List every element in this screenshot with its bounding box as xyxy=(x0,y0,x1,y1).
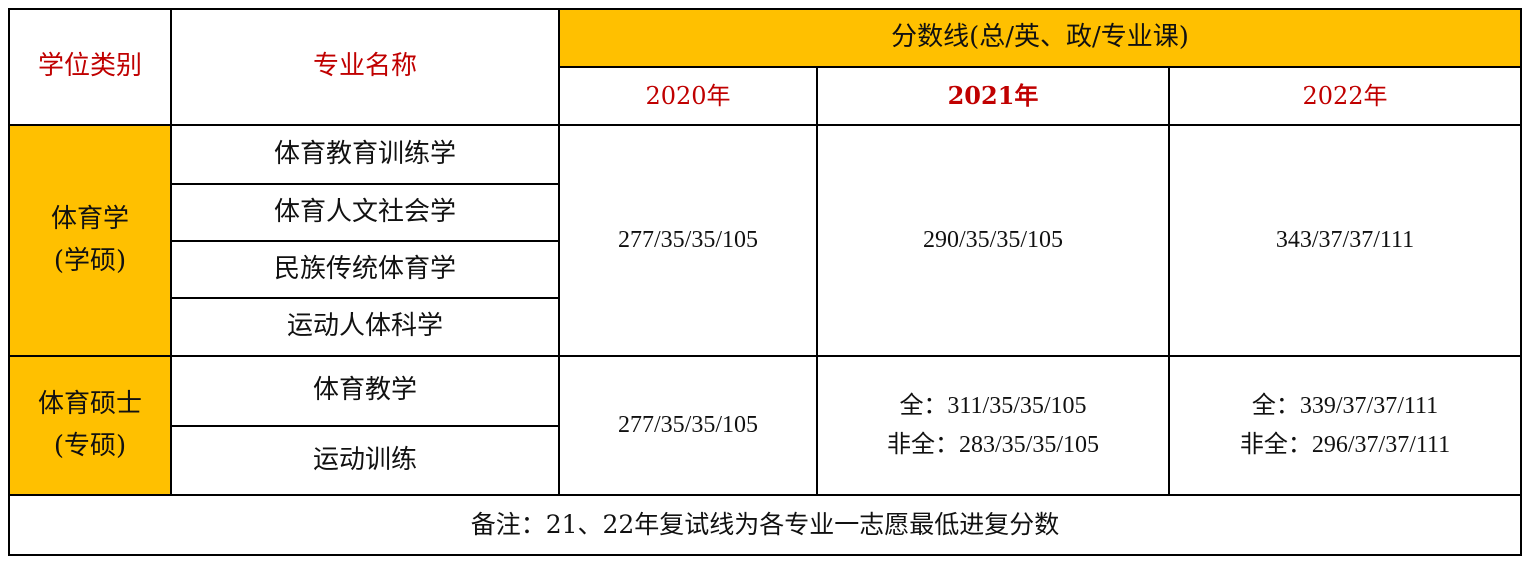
major-cell: 体育教学 xyxy=(170,355,560,427)
degree-cell: 体育学 (学硕) xyxy=(8,124,172,357)
note-row: 备注：21、22年复试线为各专业一志愿最低进复分数 xyxy=(8,494,1522,556)
major-cell: 体育人文社会学 xyxy=(170,183,560,242)
header-year-2022: 2022年 xyxy=(1168,66,1522,126)
major-cell: 体育教育训练学 xyxy=(170,124,560,185)
score-parttime: 非全：283/35/35/105 xyxy=(886,431,1099,458)
degree-label: 体育学 xyxy=(50,203,129,234)
degree-sub-label: (学硕) xyxy=(53,245,127,276)
score-cell-2022: 全：339/37/37/111 非全：296/37/37/111 xyxy=(1168,355,1522,496)
header-year-2021: 2021年 xyxy=(816,66,1170,126)
major-cell: 民族传统体育学 xyxy=(170,240,560,299)
score-table: 学位类别 专业名称 分数线(总/英、政/专业课) 2020年 2021年 202… xyxy=(8,8,1522,556)
degree-label: 体育硕士 xyxy=(37,388,142,419)
header-degree-type: 学位类别 xyxy=(8,8,172,126)
score-cell-2022: 343/37/37/111 xyxy=(1168,124,1522,357)
header-year-2020: 2020年 xyxy=(558,66,818,126)
score-fulltime: 全：311/35/35/105 xyxy=(899,393,1087,420)
degree-cell: 体育硕士 (专硕) xyxy=(8,355,172,496)
major-cell: 运动人体科学 xyxy=(170,297,560,357)
score-cell-2021: 290/35/35/105 xyxy=(816,124,1170,357)
header-major-name: 专业名称 xyxy=(170,8,560,126)
score-cell-2020: 277/35/35/105 xyxy=(558,124,818,357)
score-cell-2020: 277/35/35/105 xyxy=(558,355,818,496)
score-cell-2021: 全：311/35/35/105 非全：283/35/35/105 xyxy=(816,355,1170,496)
header-score-line: 分数线(总/英、政/专业课) xyxy=(558,8,1522,68)
score-fulltime: 全：339/37/37/111 xyxy=(1251,393,1439,420)
score-parttime: 非全：296/37/37/111 xyxy=(1239,431,1451,458)
major-cell: 运动训练 xyxy=(170,425,560,496)
degree-sub-label: (专硕) xyxy=(53,430,127,461)
